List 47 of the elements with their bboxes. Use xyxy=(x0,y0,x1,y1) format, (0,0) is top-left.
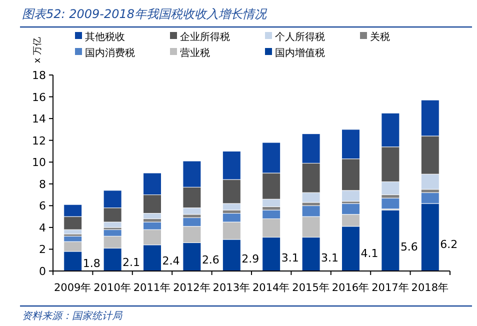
legend-关税: 关税 xyxy=(360,32,390,43)
x-tick-label: 2016年 xyxy=(332,282,370,294)
y-tick-label: 12 xyxy=(32,134,46,148)
legend-营业税: 营业税 xyxy=(170,48,210,59)
data-label: 2.9 xyxy=(242,252,260,266)
legend-国内增值税: 国内增值税 xyxy=(265,48,325,59)
x-tick-label: 2010年 xyxy=(94,282,132,294)
legend-label: 营业税 xyxy=(180,47,210,59)
legend-国内消费税: 国内消费税 xyxy=(75,48,135,59)
data-label: 2.1 xyxy=(122,256,140,269)
legend-label: 国内增值税 xyxy=(275,47,325,59)
legend-label: 国内消费税 xyxy=(85,47,135,59)
y-tick-label: 16 xyxy=(32,90,46,104)
x-tick-label: 2011年 xyxy=(133,282,172,294)
y-axis-title: x 万亿 xyxy=(32,36,43,64)
x-tick-label: 2015年 xyxy=(292,282,330,294)
y-tick-label: 8 xyxy=(39,178,46,191)
y-tick-label: 4 xyxy=(39,221,46,234)
legend-其他税收: 其他税收 xyxy=(75,32,125,43)
data-label: 4.1 xyxy=(360,247,378,260)
legend-label: 个人所得税 xyxy=(275,31,325,43)
legend-企业所得税: 企业所得税 xyxy=(170,32,230,43)
y-tick-label: 6 xyxy=(39,200,46,213)
x-tick-label: 2013年 xyxy=(212,282,251,294)
y-tick-label: 14 xyxy=(32,112,46,126)
legend-label: 其他税收 xyxy=(85,31,125,43)
legend-label: 关税 xyxy=(370,31,390,43)
legend-label: 企业所得税 xyxy=(180,31,230,43)
data-label: 3.1 xyxy=(281,252,299,264)
x-tick-label: 2012年 xyxy=(173,282,211,294)
chart-title: 图表52: 2009-2018年我国税收收入增长情况 xyxy=(22,7,268,21)
data-label: 2.4 xyxy=(162,254,180,268)
y-tick-label: 0 xyxy=(39,265,46,278)
data-label: 6.2 xyxy=(440,238,458,251)
x-tick-label: 2018年 xyxy=(411,282,450,294)
data-label: 1.8 xyxy=(82,257,100,270)
x-tick-label: 2009年 xyxy=(54,282,92,294)
data-label: 2.6 xyxy=(202,254,220,267)
data-label: 3.1 xyxy=(321,252,339,264)
y-tick-label: 10 xyxy=(32,156,46,170)
x-tick-label: 2014年 xyxy=(252,282,290,294)
text: 资料来源：国家统计局 xyxy=(22,310,123,322)
y-tick-label: 18 xyxy=(32,69,46,82)
y-tick-label: 2 xyxy=(39,243,46,256)
x-tick-label: 2017年 xyxy=(372,282,410,294)
legend-个人所得税: 个人所得税 xyxy=(265,32,325,43)
data-label: 5.6 xyxy=(400,240,418,254)
